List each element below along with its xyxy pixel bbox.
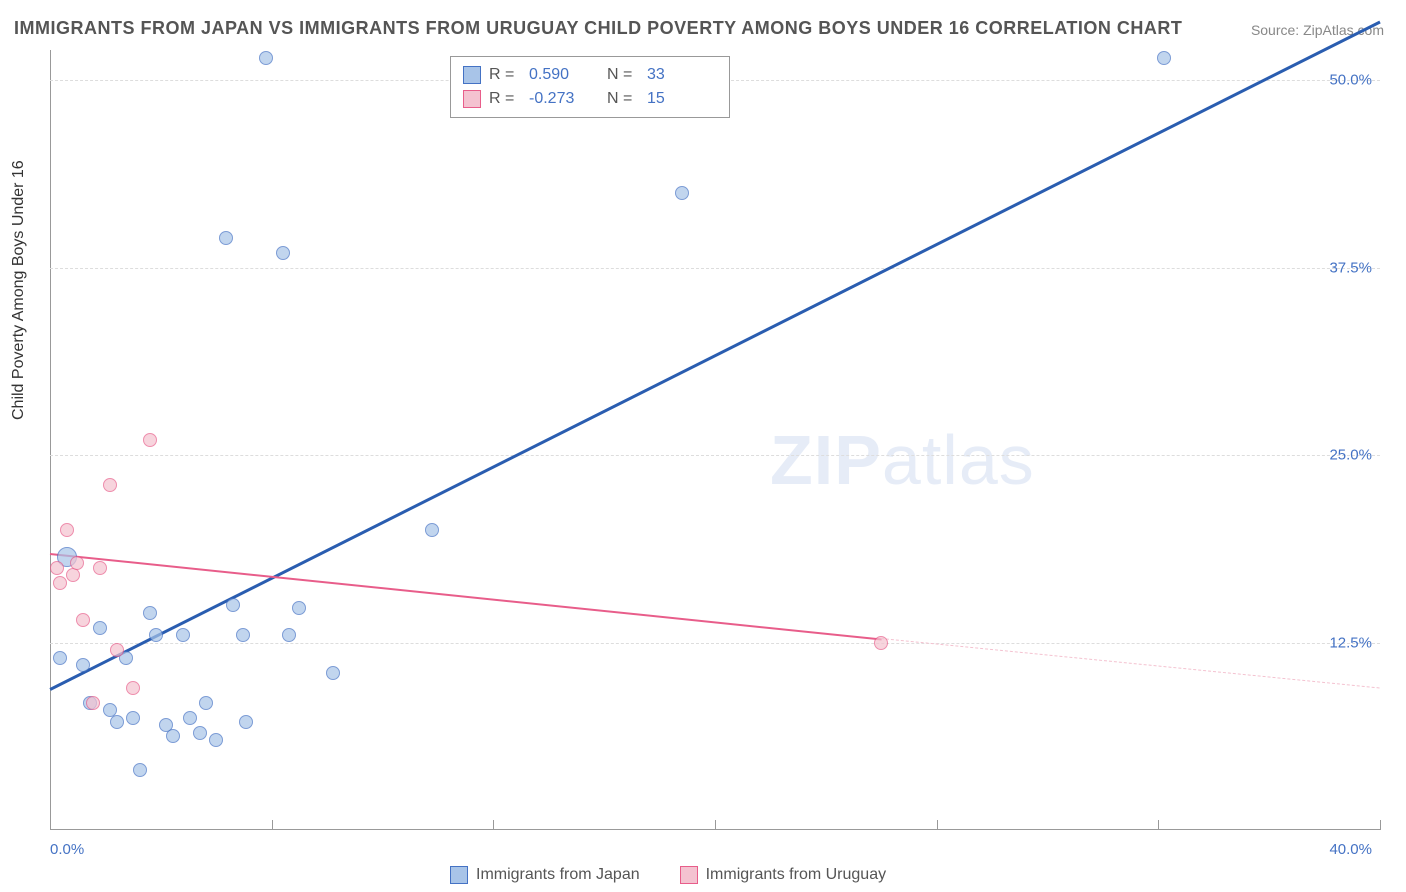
- data-point: [675, 186, 689, 200]
- data-point: [70, 556, 84, 570]
- data-point: [874, 636, 888, 650]
- data-point: [76, 658, 90, 672]
- data-point: [76, 613, 90, 627]
- data-point: [93, 561, 107, 575]
- n-label: N =: [607, 66, 639, 84]
- correlation-chart: IMMIGRANTS FROM JAPAN VS IMMIGRANTS FROM…: [0, 0, 1406, 892]
- grid-line: [50, 643, 1380, 644]
- data-point: [226, 598, 240, 612]
- grid-line: [50, 455, 1380, 456]
- legend-row: R = 0.590 N = 33: [463, 63, 717, 87]
- data-point: [259, 51, 273, 65]
- data-point: [149, 628, 163, 642]
- watermark: ZIPatlas: [770, 420, 1035, 500]
- y-axis-label: Child Poverty Among Boys Under 16: [10, 160, 28, 420]
- y-axis-line: [50, 50, 51, 830]
- data-point: [133, 763, 147, 777]
- data-point: [193, 726, 207, 740]
- data-point: [126, 681, 140, 695]
- legend-label: Immigrants from Japan: [476, 866, 640, 884]
- n-label: N =: [607, 90, 639, 108]
- data-point: [143, 606, 157, 620]
- x-tick-mark: [1380, 820, 1381, 830]
- x-tick-mark: [715, 820, 716, 830]
- data-point: [93, 621, 107, 635]
- legend-swatch: [680, 866, 698, 884]
- data-point: [66, 568, 80, 582]
- n-value: 15: [647, 90, 717, 108]
- data-point: [86, 696, 100, 710]
- data-point: [110, 715, 124, 729]
- data-point: [326, 666, 340, 680]
- correlation-legend: R = 0.590 N = 33 R = -0.273 N = 15: [450, 56, 730, 118]
- data-point: [143, 433, 157, 447]
- legend-swatch: [463, 66, 481, 84]
- y-tick-label: 12.5%: [1329, 634, 1372, 651]
- data-point: [1157, 51, 1171, 65]
- legend-row: R = -0.273 N = 15: [463, 87, 717, 111]
- legend-label: Immigrants from Uruguay: [706, 866, 887, 884]
- data-point: [166, 729, 180, 743]
- data-point: [103, 478, 117, 492]
- data-point: [282, 628, 296, 642]
- x-tick-mark: [493, 820, 494, 830]
- data-point: [60, 523, 74, 537]
- r-label: R =: [489, 90, 521, 108]
- x-tick-mark: [50, 820, 51, 830]
- plot-area: ZIPatlas 12.5%25.0%37.5%50.0%0.0%40.0%: [50, 50, 1380, 830]
- data-point: [110, 643, 124, 657]
- data-point: [53, 651, 67, 665]
- trend-line: [881, 638, 1380, 688]
- data-point: [199, 696, 213, 710]
- r-label: R =: [489, 66, 521, 84]
- x-tick-mark: [1158, 820, 1159, 830]
- data-point: [239, 715, 253, 729]
- n-value: 33: [647, 66, 717, 84]
- data-point: [176, 628, 190, 642]
- y-tick-label: 25.0%: [1329, 447, 1372, 464]
- y-tick-label: 37.5%: [1329, 259, 1372, 276]
- data-point: [276, 246, 290, 260]
- data-point: [219, 231, 233, 245]
- data-point: [183, 711, 197, 725]
- x-tick-label: 0.0%: [50, 841, 84, 858]
- y-tick-label: 50.0%: [1329, 72, 1372, 89]
- data-point: [50, 561, 64, 575]
- data-point: [425, 523, 439, 537]
- r-value: 0.590: [529, 66, 599, 84]
- data-point: [236, 628, 250, 642]
- legend-swatch: [463, 90, 481, 108]
- r-value: -0.273: [529, 90, 599, 108]
- series-legend: Immigrants from Japan Immigrants from Uru…: [450, 866, 886, 884]
- legend-item: Immigrants from Japan: [450, 866, 640, 884]
- x-tick-mark: [937, 820, 938, 830]
- data-point: [126, 711, 140, 725]
- x-tick-label: 40.0%: [1329, 841, 1372, 858]
- grid-line: [50, 268, 1380, 269]
- data-point: [53, 576, 67, 590]
- x-tick-mark: [272, 820, 273, 830]
- data-point: [209, 733, 223, 747]
- chart-title: IMMIGRANTS FROM JAPAN VS IMMIGRANTS FROM…: [14, 18, 1182, 39]
- data-point: [292, 601, 306, 615]
- legend-swatch: [450, 866, 468, 884]
- legend-item: Immigrants from Uruguay: [680, 866, 887, 884]
- trend-line: [49, 20, 1380, 690]
